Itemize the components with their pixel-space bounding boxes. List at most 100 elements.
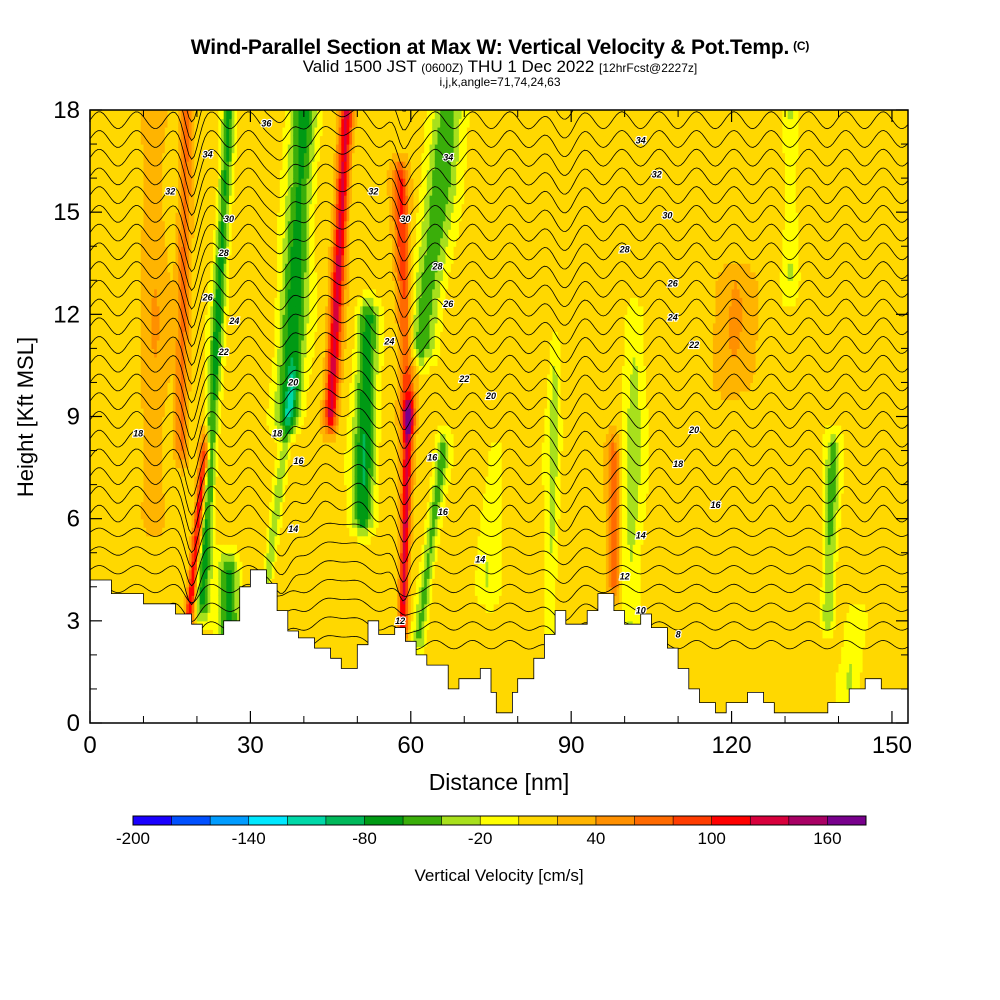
velocity-cell bbox=[95, 425, 99, 435]
velocity-cell bbox=[151, 416, 155, 426]
velocity-cell bbox=[114, 178, 118, 188]
velocity-cell bbox=[90, 425, 94, 435]
velocity-cell bbox=[100, 297, 104, 307]
velocity-cell bbox=[98, 552, 102, 562]
velocity-cell bbox=[140, 416, 145, 426]
velocity-cell bbox=[98, 297, 102, 307]
velocity-cell bbox=[146, 561, 150, 571]
velocity-cell bbox=[143, 118, 147, 128]
velocity-cell bbox=[103, 425, 107, 435]
velocity-cell bbox=[95, 399, 99, 409]
velocity-cell bbox=[95, 271, 99, 281]
velocity-cell bbox=[148, 169, 153, 179]
velocity-cell bbox=[127, 322, 131, 332]
velocity-cell bbox=[132, 203, 137, 213]
velocity-cell bbox=[98, 237, 102, 247]
velocity-cell bbox=[135, 331, 139, 341]
velocity-cell bbox=[130, 161, 134, 171]
velocity-cell bbox=[140, 476, 145, 486]
velocity-cell bbox=[143, 493, 147, 503]
velocity-cell bbox=[111, 195, 115, 205]
velocity-cell bbox=[124, 203, 129, 213]
velocity-cell bbox=[111, 271, 115, 281]
velocity-cell bbox=[92, 280, 96, 290]
velocity-cell bbox=[92, 127, 96, 137]
velocity-cell bbox=[135, 178, 139, 188]
velocity-cell bbox=[111, 467, 115, 477]
chart-title: Wind-Parallel Section at Max W: Vertical… bbox=[0, 36, 1000, 60]
velocity-cell bbox=[130, 552, 134, 562]
velocity-cell bbox=[124, 433, 129, 443]
velocity-cell bbox=[127, 544, 131, 554]
velocity-cell bbox=[130, 476, 134, 486]
velocity-cell bbox=[148, 510, 153, 520]
velocity-cell bbox=[92, 195, 96, 205]
velocity-cell bbox=[140, 186, 145, 196]
velocity-cell bbox=[124, 348, 129, 358]
velocity-cell bbox=[122, 246, 126, 256]
velocity-cell bbox=[98, 280, 102, 290]
velocity-cell bbox=[100, 246, 104, 256]
velocity-cell bbox=[108, 544, 112, 554]
velocity-cell bbox=[143, 305, 147, 315]
velocity-cell bbox=[98, 203, 102, 213]
velocity-cell bbox=[130, 408, 134, 418]
velocity-cell bbox=[111, 186, 115, 196]
velocity-cell bbox=[132, 288, 137, 298]
velocity-cell bbox=[143, 586, 147, 596]
velocity-cell bbox=[116, 246, 120, 256]
velocity-cell bbox=[130, 467, 134, 477]
velocity-cell bbox=[106, 442, 110, 452]
velocity-cell bbox=[103, 212, 107, 222]
velocity-cell bbox=[148, 246, 153, 256]
velocity-cell bbox=[106, 425, 110, 435]
velocity-cell bbox=[95, 433, 99, 443]
velocity-cell bbox=[132, 399, 137, 409]
velocity-cell bbox=[95, 569, 99, 579]
velocity-cell bbox=[92, 322, 96, 332]
velocity-cell bbox=[140, 271, 145, 281]
velocity-cell bbox=[119, 263, 123, 273]
velocity-cell bbox=[122, 212, 126, 222]
velocity-cell bbox=[130, 152, 134, 162]
velocity-cell bbox=[143, 127, 147, 137]
velocity-cell bbox=[122, 254, 126, 264]
velocity-cell bbox=[90, 127, 94, 137]
velocity-cell bbox=[143, 373, 147, 383]
velocity-cell bbox=[148, 118, 153, 128]
velocity-cell bbox=[90, 118, 94, 128]
velocity-cell bbox=[90, 135, 94, 145]
velocity-cell bbox=[95, 305, 99, 315]
velocity-cell bbox=[132, 544, 137, 554]
velocity-cell bbox=[119, 459, 123, 469]
velocity-cell bbox=[132, 118, 137, 128]
velocity-cell bbox=[119, 339, 123, 349]
velocity-cell bbox=[124, 254, 129, 264]
velocity-cell bbox=[103, 373, 107, 383]
velocity-cell bbox=[116, 127, 120, 137]
velocity-cell bbox=[119, 442, 123, 452]
velocity-cell bbox=[130, 212, 134, 222]
velocity-cell bbox=[135, 527, 139, 537]
velocity-cell bbox=[119, 118, 123, 128]
velocity-cell bbox=[124, 246, 129, 256]
velocity-cell bbox=[114, 467, 118, 477]
velocity-cell bbox=[95, 118, 99, 128]
velocity-cell bbox=[98, 220, 102, 230]
velocity-cell bbox=[148, 297, 153, 307]
velocity-cell bbox=[151, 535, 155, 545]
velocity-cell bbox=[122, 110, 126, 120]
velocity-cell bbox=[124, 339, 129, 349]
velocity-cell bbox=[146, 178, 150, 188]
velocity-cell bbox=[138, 203, 142, 213]
velocity-cell bbox=[127, 339, 131, 349]
velocity-cell bbox=[98, 339, 102, 349]
velocity-cell bbox=[148, 484, 153, 494]
velocity-cell bbox=[151, 595, 155, 605]
velocity-cell bbox=[140, 408, 145, 418]
velocity-cell bbox=[122, 203, 126, 213]
forecast-info: [12hrFcst@2227z] bbox=[599, 61, 697, 75]
velocity-cell bbox=[127, 569, 131, 579]
velocity-cell bbox=[92, 339, 96, 349]
velocity-cell bbox=[124, 178, 129, 188]
